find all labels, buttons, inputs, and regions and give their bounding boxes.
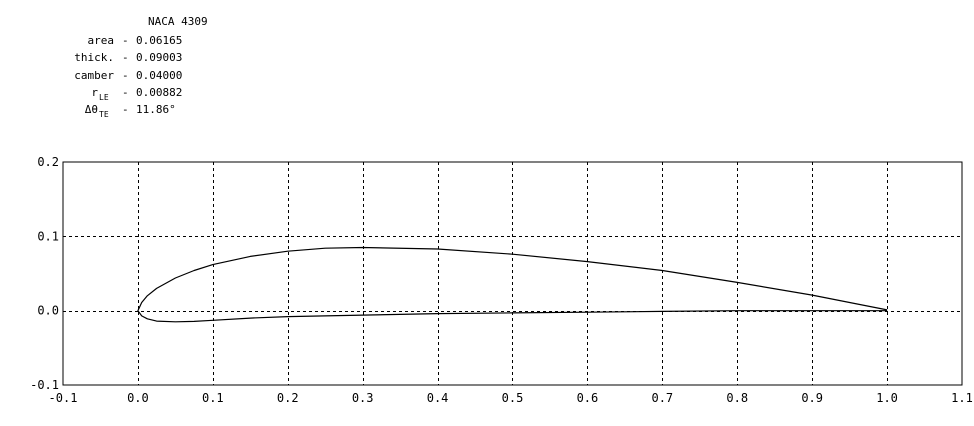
info-label-dtheta: Δθ TE (85, 103, 109, 119)
info-label-camber: camber (74, 69, 114, 82)
x-tick-label: 0.0 (127, 391, 149, 405)
info-label-dtheta-sub: TE (99, 110, 109, 119)
info-value-dtheta: 11.86° (136, 103, 176, 116)
plot-frame (63, 162, 962, 385)
info-block: NACA 4309 area - 0.06165 thick. - 0.0900… (74, 15, 207, 119)
x-tick-label: 0.6 (577, 391, 599, 405)
info-value-area: 0.06165 (136, 34, 182, 47)
info-label-thick: thick. (74, 51, 114, 64)
y-tick-label: 0.0 (37, 304, 59, 318)
x-tick-label: 0.2 (277, 391, 299, 405)
info-dash: - (122, 69, 129, 82)
x-tick-label: 0.1 (202, 391, 224, 405)
info-label-dtheta-main: Δθ (85, 103, 98, 116)
x-tick-label: 0.3 (352, 391, 374, 405)
y-tick-label: 0.1 (37, 229, 59, 243)
x-tick-label: 0.7 (651, 391, 673, 405)
info-dash: - (122, 51, 129, 64)
info-label-area: area (88, 34, 115, 47)
chart-area: -0.1 0.0 0.1 0.2 0.3 0.4 0.5 0.6 0.7 0.8 0.9 1.0 1.1… (30, 155, 973, 405)
x-tick-label: 0.5 (502, 391, 524, 405)
info-dash: - (122, 86, 129, 99)
info-title: NACA 4309 (148, 15, 208, 28)
info-value-thick: 0.09003 (136, 51, 182, 64)
info-value-rle: 0.00882 (136, 86, 182, 99)
x-tick-label: 0.9 (801, 391, 823, 405)
info-label-rle: r LE (91, 86, 108, 102)
x-tick-label: -0.1 (49, 391, 78, 405)
x-tick-label: 1.1 (951, 391, 973, 405)
y-tick-label: -0.1 (30, 378, 59, 392)
info-dash: - (122, 103, 129, 116)
info-label-rle-main: r (91, 86, 98, 99)
x-tick-label: 0.4 (427, 391, 449, 405)
info-label-rle-sub: LE (99, 93, 109, 102)
info-value-camber: 0.04000 (136, 69, 182, 82)
x-tick-label: 1.0 (876, 391, 898, 405)
info-dash: - (122, 34, 129, 47)
y-tick-label: 0.2 (37, 155, 59, 169)
x-tick-label: 0.8 (726, 391, 748, 405)
